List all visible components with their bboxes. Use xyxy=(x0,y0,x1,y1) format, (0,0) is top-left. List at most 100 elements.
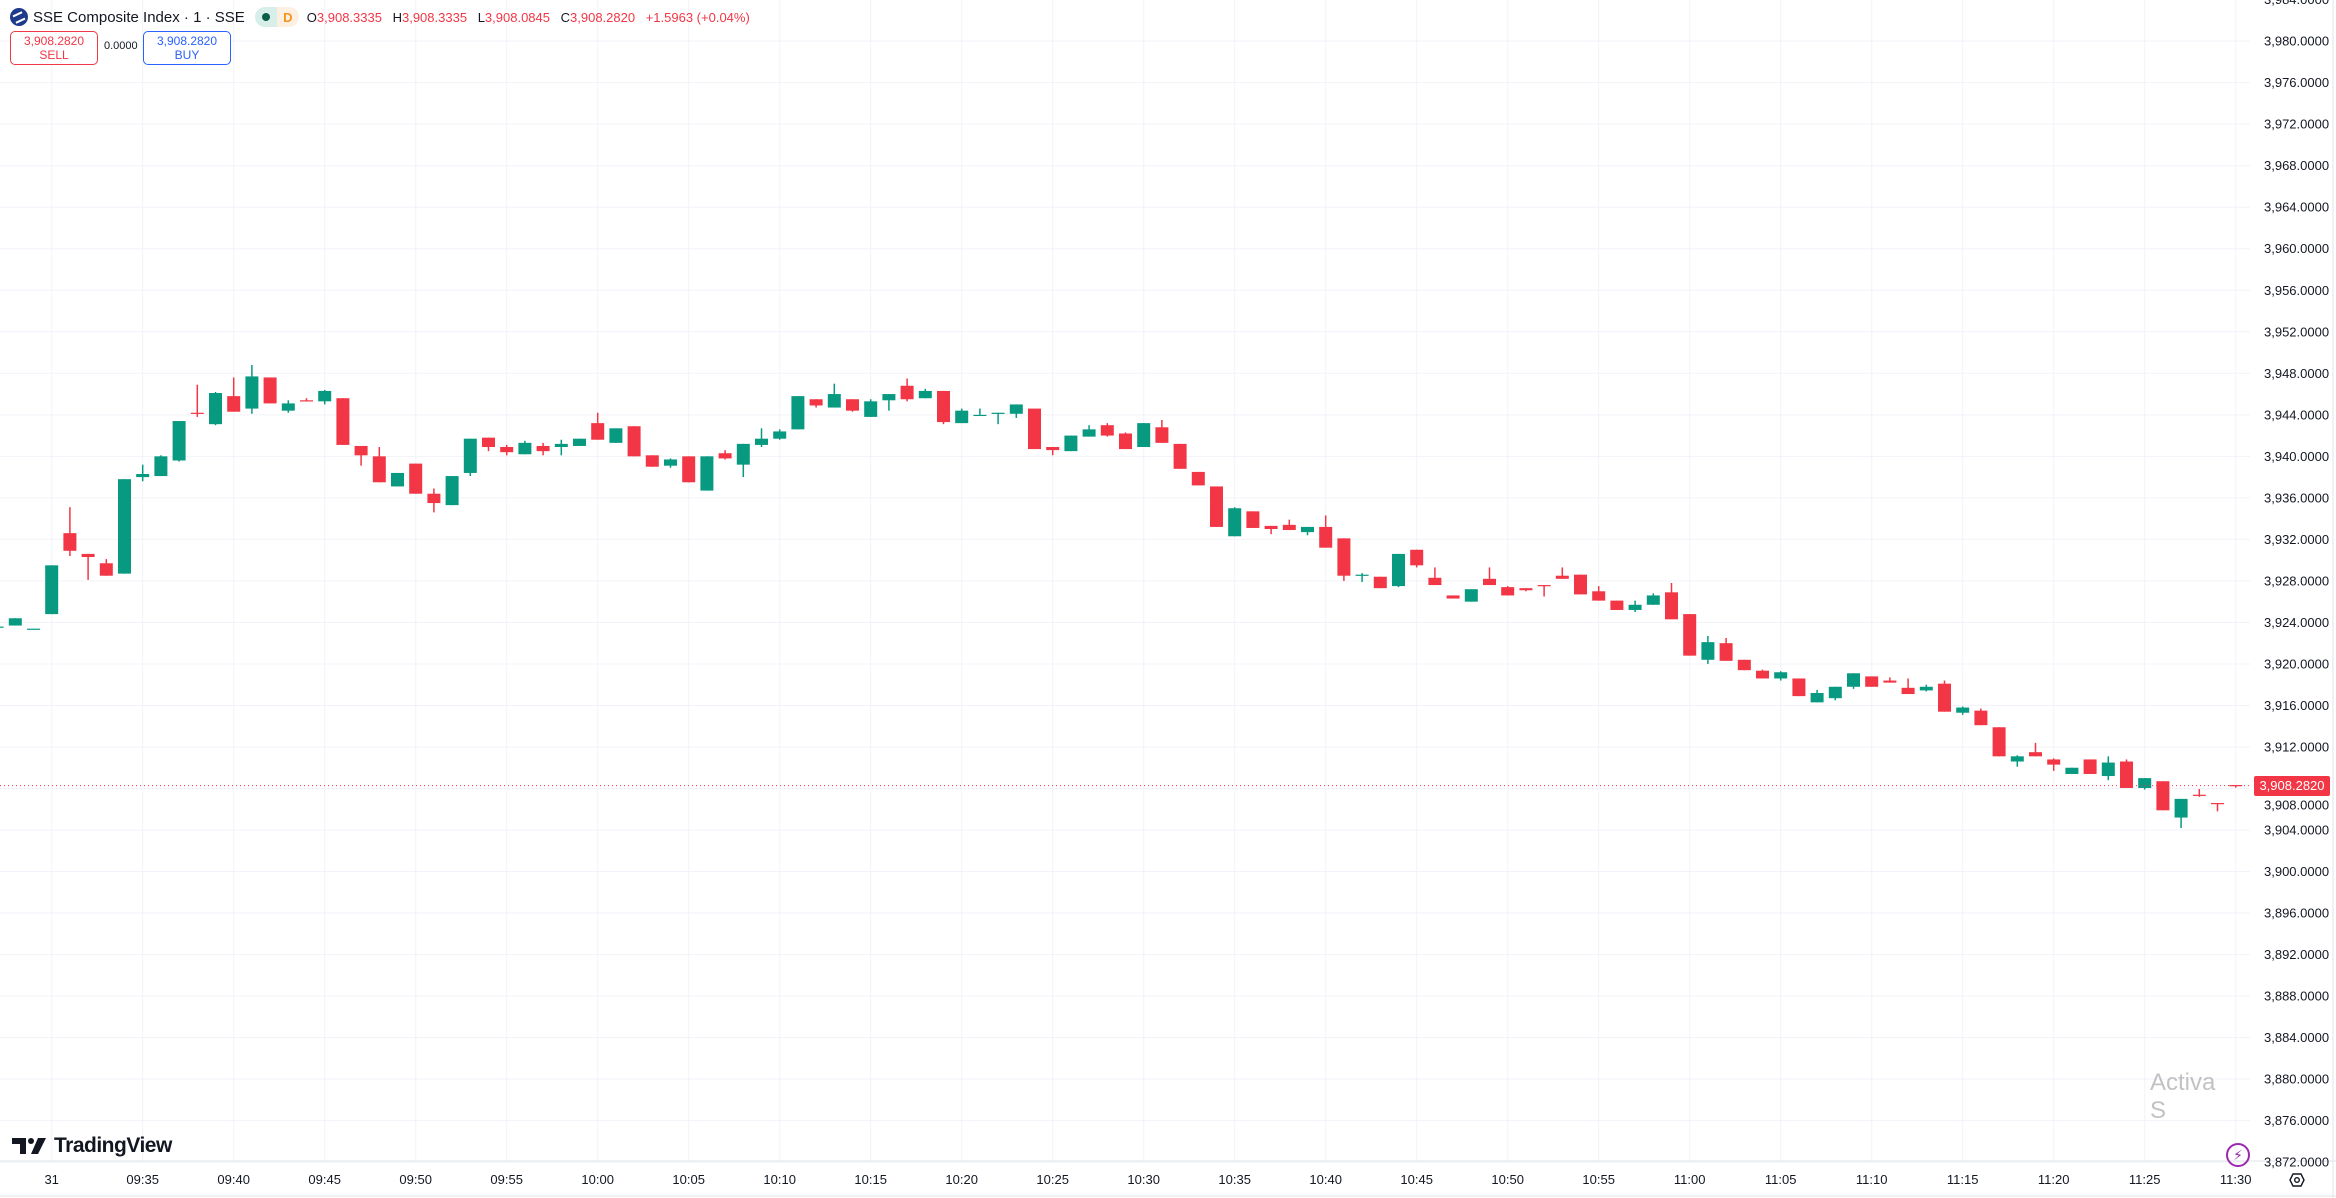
candle-1034[interactable] xyxy=(1210,486,1223,527)
candle-0954[interactable] xyxy=(482,437,495,452)
candle-1051[interactable] xyxy=(1519,588,1533,592)
candle-0945[interactable] xyxy=(318,389,332,405)
candle-1006[interactable] xyxy=(700,456,714,491)
candle-1106[interactable] xyxy=(1792,678,1806,697)
candle-1003[interactable] xyxy=(645,455,659,467)
candle-1031[interactable] xyxy=(1155,420,1169,443)
time-axis[interactable]: 31 09:35 09:40 09:45 09:50 09:55 10:00 10:05 10:… xyxy=(44,1172,2251,1187)
candle-0952[interactable] xyxy=(445,476,459,506)
candle-1009[interactable] xyxy=(755,428,768,447)
candle-1036[interactable] xyxy=(1246,511,1260,528)
candle-1108[interactable] xyxy=(1828,686,1842,701)
candle-1049[interactable] xyxy=(1483,567,1496,586)
symbol-title[interactable]: SSE Composite Index · 1 · SSE xyxy=(33,8,245,26)
candle-1042[interactable] xyxy=(1355,573,1369,582)
candle-1054[interactable] xyxy=(1574,574,1587,595)
candle-1020[interactable] xyxy=(955,408,969,424)
candle-1005[interactable] xyxy=(682,456,696,483)
candle-1026[interactable] xyxy=(1064,435,1078,452)
candle-1038[interactable] xyxy=(1282,519,1296,531)
candle-0957[interactable] xyxy=(536,442,550,456)
candle-1103[interactable] xyxy=(1737,659,1751,671)
candle-1119[interactable] xyxy=(2029,742,2042,757)
candle-1032[interactable] xyxy=(1173,443,1187,469)
candle-0936[interactable] xyxy=(154,455,168,477)
candle-1045[interactable] xyxy=(1410,549,1424,568)
candle-1023[interactable] xyxy=(1009,404,1023,418)
sell-button[interactable]: 3,908.2820 SELL xyxy=(10,31,98,65)
candle-1046[interactable] xyxy=(1428,567,1442,586)
candle-0950[interactable] xyxy=(409,463,423,494)
candle-1048[interactable] xyxy=(1464,589,1478,602)
candle-0959[interactable] xyxy=(573,438,586,446)
candle-1002[interactable] xyxy=(627,426,641,457)
candle-1122[interactable] xyxy=(2083,759,2097,774)
candle-0944[interactable] xyxy=(300,398,313,402)
candle-0942[interactable] xyxy=(263,377,277,404)
tradingview-logo[interactable]: TradingView xyxy=(12,1134,172,1158)
candle-0929[interactable] xyxy=(27,628,40,630)
candle-1039[interactable] xyxy=(1301,526,1314,536)
candle-1104[interactable] xyxy=(1756,669,1769,679)
candle-0931[interactable] xyxy=(63,507,77,556)
candle-0937[interactable] xyxy=(172,421,186,462)
candle-1127[interactable] xyxy=(2174,798,2188,828)
candle-0943[interactable] xyxy=(281,400,295,413)
candle-1013[interactable] xyxy=(827,383,841,408)
candle-1033[interactable] xyxy=(1191,471,1205,486)
candle-1100[interactable] xyxy=(1683,614,1697,656)
candle-1044[interactable] xyxy=(1392,553,1405,588)
candle-1110[interactable] xyxy=(1865,676,1879,687)
candle-1021[interactable] xyxy=(973,408,987,417)
candle-0953[interactable] xyxy=(463,438,477,477)
candle-1114[interactable] xyxy=(1938,680,1951,712)
candle-0946[interactable] xyxy=(336,398,350,445)
candle-1126[interactable] xyxy=(2156,781,2170,811)
candle-0955[interactable] xyxy=(500,444,514,456)
candle-1050[interactable] xyxy=(1501,586,1515,596)
candle-1125[interactable] xyxy=(2138,778,2152,790)
candle-1124[interactable] xyxy=(2120,759,2133,788)
candle-1022[interactable] xyxy=(991,412,1005,425)
candle-1035[interactable] xyxy=(1228,507,1242,537)
candle-1116[interactable] xyxy=(1974,708,1988,726)
candle-1128[interactable] xyxy=(2192,789,2206,797)
candle-0958[interactable] xyxy=(554,439,568,456)
candle-1030[interactable] xyxy=(1137,423,1151,447)
candle-0935[interactable] xyxy=(136,464,150,482)
candle-1041[interactable] xyxy=(1337,538,1351,581)
candle-0934[interactable] xyxy=(118,479,131,574)
candle-1130[interactable] xyxy=(2229,785,2243,788)
candle-1008[interactable] xyxy=(736,443,750,478)
settings-gear-icon[interactable] xyxy=(2289,1172,2305,1188)
candle-1040[interactable] xyxy=(1319,515,1333,548)
candle-1028[interactable] xyxy=(1100,423,1114,437)
candle-0956[interactable] xyxy=(518,440,532,455)
candle-1019[interactable] xyxy=(937,390,950,425)
candle-1058[interactable] xyxy=(1646,593,1660,605)
candle-0928[interactable] xyxy=(8,618,22,626)
candle-1129[interactable] xyxy=(2211,803,2224,812)
candle-1043[interactable] xyxy=(1373,576,1387,589)
candle-1107[interactable] xyxy=(1810,689,1824,703)
candle-1052[interactable] xyxy=(1537,585,1551,597)
candle-1011[interactable] xyxy=(791,396,805,430)
candle-1037[interactable] xyxy=(1264,525,1278,535)
candle-1055[interactable] xyxy=(1592,586,1606,601)
candle-1047[interactable] xyxy=(1446,595,1460,599)
candle-1010[interactable] xyxy=(773,429,787,440)
candle-1024[interactable] xyxy=(1028,408,1041,450)
candle-1014[interactable] xyxy=(846,399,859,412)
candle-1118[interactable] xyxy=(2010,755,2024,767)
candle-0930[interactable] xyxy=(45,565,59,615)
candle-1017[interactable] xyxy=(900,378,914,402)
candle-0947[interactable] xyxy=(354,445,368,466)
candle-1057[interactable] xyxy=(1628,600,1642,613)
candle-0948[interactable] xyxy=(372,446,386,483)
candle-0940[interactable] xyxy=(227,377,241,412)
candle-1004[interactable] xyxy=(664,458,677,468)
candle-1111[interactable] xyxy=(1883,677,1897,683)
candle-0941[interactable] xyxy=(245,364,259,414)
buy-button[interactable]: 3,908.2820 BUY xyxy=(143,31,231,65)
